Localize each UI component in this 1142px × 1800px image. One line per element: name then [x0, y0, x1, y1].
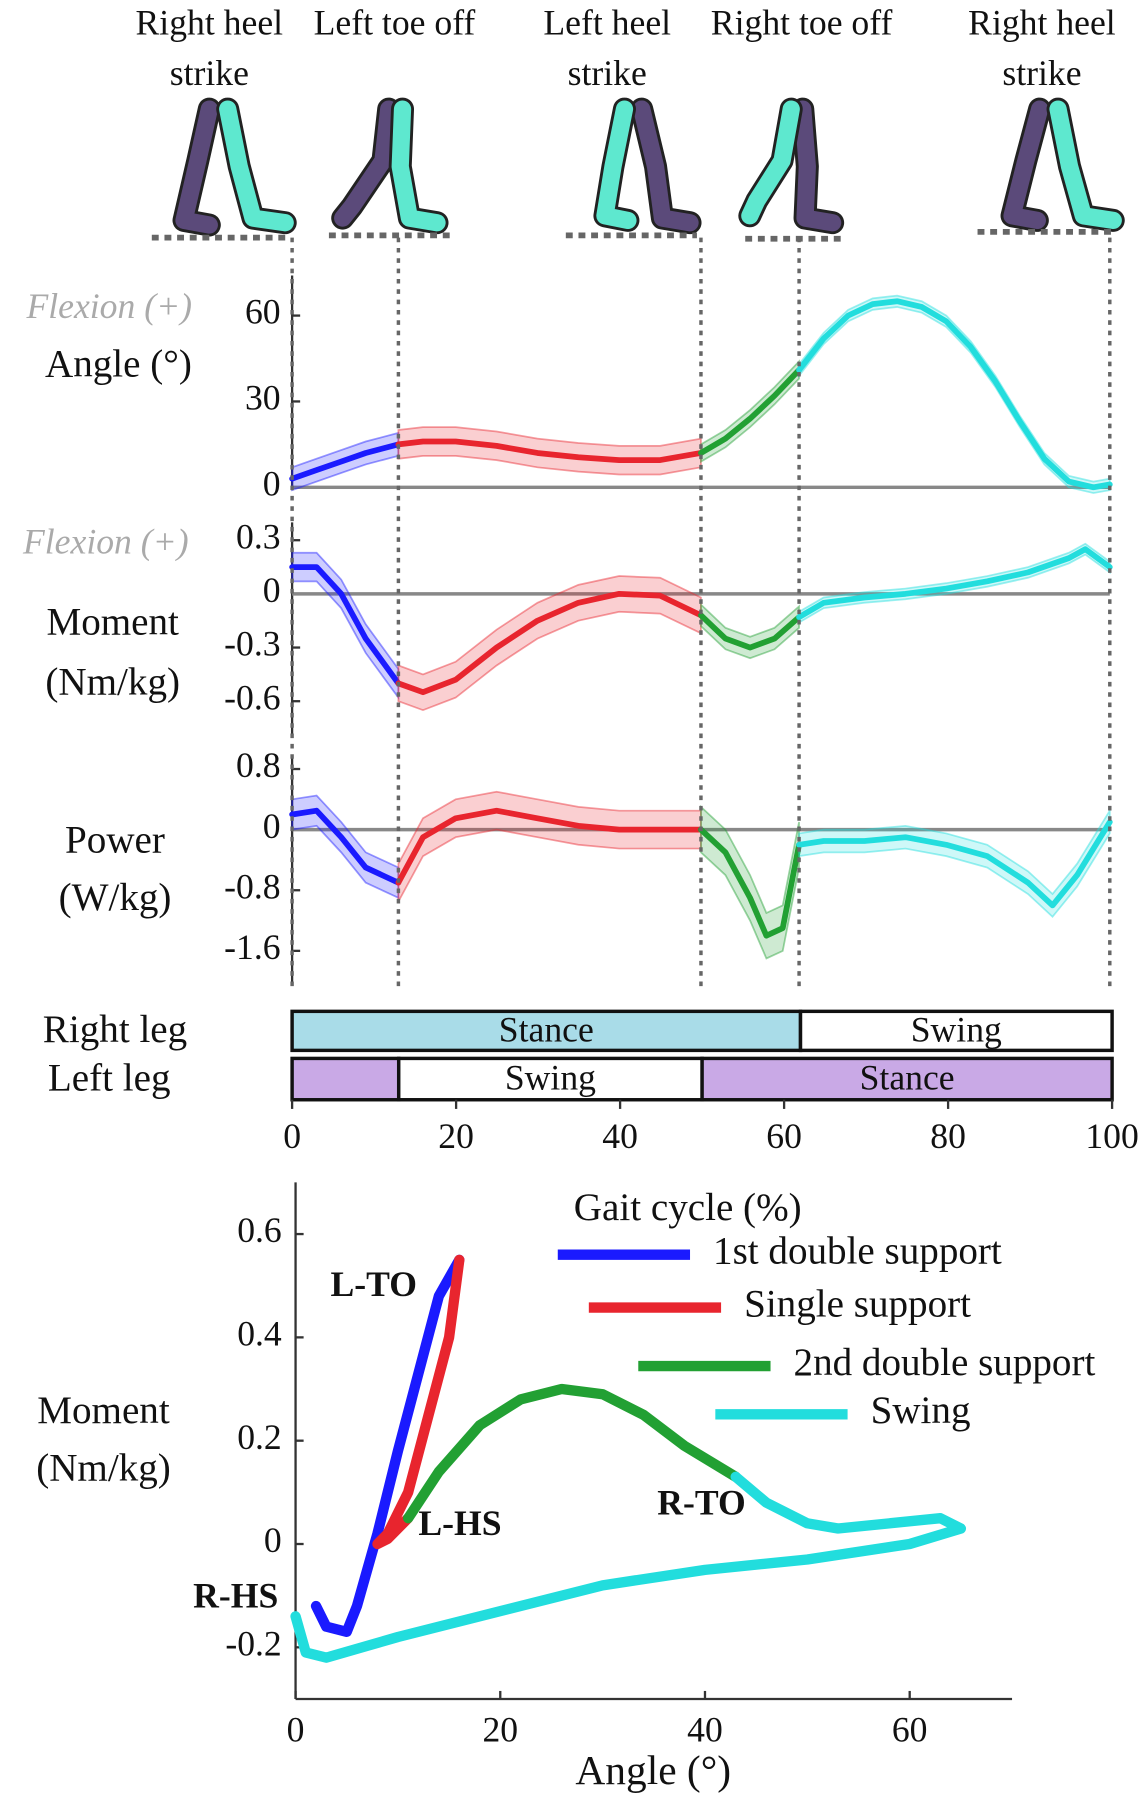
phase-bar [700, 1056, 1114, 1102]
sd-band [798, 294, 1111, 494]
leg-icon [977, 97, 1125, 235]
y-tick-label: 60 [245, 292, 281, 332]
y-tick-label: -0.6 [224, 677, 280, 717]
leg-icon [738, 97, 847, 242]
legend-label: 2nd double support [794, 1341, 1096, 1384]
event-label-box: Left heel strike [543, 2, 672, 93]
y-tick-label: 0.2 [237, 1417, 282, 1457]
mean-line [698, 612, 802, 651]
mean-line [395, 590, 704, 696]
flexion-label: Flexion (+) [22, 521, 189, 561]
event-label: Right heel strike [135, 2, 284, 93]
loop-line [402, 1383, 741, 1524]
leg-icon [565, 97, 702, 239]
sd-band [700, 804, 800, 960]
leg-icons [151, 97, 1125, 242]
event-label: Right heel strike [968, 2, 1116, 93]
legend-label: Swing [871, 1389, 971, 1432]
sd-band [700, 602, 800, 660]
y-tick-label: 0 [264, 1520, 282, 1560]
phase-label: Swing [505, 1058, 596, 1098]
event-label-box: Right heel strike [135, 2, 284, 93]
event-label: Left heel strike [543, 2, 672, 93]
y-axis-label: Angle (°) [45, 342, 192, 385]
phase-bar [396, 1056, 704, 1102]
annotation: L-TO [331, 1264, 418, 1304]
y-axis-label: Moment [46, 601, 179, 644]
legend-label: Single support [744, 1283, 971, 1326]
sd-band [397, 426, 702, 476]
x-tick-label: 60 [892, 1710, 928, 1750]
sd-band [397, 790, 702, 903]
x-tick-label: 80 [930, 1116, 966, 1156]
y-tick-label: -1.6 [224, 927, 280, 967]
y-axis-label: Power [65, 819, 165, 862]
y-tick-label: 0 [263, 570, 281, 610]
mean-line [289, 807, 402, 886]
phase-bar [290, 1056, 401, 1102]
row-label: Left leg [48, 1056, 171, 1099]
loop-line [372, 1254, 465, 1550]
event-label-box: Right toe off [710, 2, 893, 43]
y-tick-label: 0.8 [236, 745, 281, 785]
x-tick-label: 60 [766, 1116, 802, 1156]
x-tick-label: 0 [287, 1710, 305, 1750]
x-tick-label: 20 [482, 1710, 518, 1750]
mean-line [796, 546, 1113, 621]
sd-band [798, 807, 1111, 919]
y-tick-label: 0 [263, 806, 281, 846]
y-axis-label: (Nm/kg) [45, 660, 180, 703]
event-label-box: Left toe off [313, 2, 476, 43]
x-tick-label: 0 [283, 1116, 301, 1156]
flexion-label: Flexion (+) [25, 286, 192, 326]
y-axis-label: (W/kg) [59, 876, 172, 919]
annotation: R-HS [193, 1575, 278, 1615]
y-tick-label: 0.6 [237, 1210, 282, 1250]
x-axis-label: Gait cycle (%) [574, 1186, 802, 1229]
y-axis-label: Moment [37, 1389, 170, 1432]
leg-icon [151, 97, 297, 241]
x-tick-label: 20 [438, 1116, 474, 1156]
phase-label: Stance [499, 1009, 594, 1049]
y-tick-label: 0.4 [237, 1314, 282, 1354]
y-axis-label: (Nm/kg) [36, 1447, 171, 1490]
phase-label: Stance [860, 1058, 955, 1098]
mean-line [698, 826, 802, 939]
event-label: Left toe off [313, 2, 476, 43]
mean-line [395, 438, 704, 463]
annotation: R-TO [657, 1482, 745, 1522]
event-label-box: Right heel strike [968, 2, 1116, 93]
mean-line [796, 819, 1113, 909]
phase-bar [798, 1009, 1114, 1053]
mean-line [395, 807, 704, 886]
y-tick-label: -0.8 [224, 866, 280, 906]
y-tick-label: -0.3 [224, 624, 280, 664]
annotation: L-HS [418, 1503, 501, 1543]
row-label: Right leg [43, 1008, 187, 1051]
mean-line [698, 367, 802, 456]
mean-line [289, 564, 402, 687]
loop-line [310, 1254, 465, 1637]
loop-line [290, 1471, 967, 1663]
sd-band [798, 542, 1111, 625]
mean-line [289, 441, 402, 482]
x-tick-label: 40 [602, 1116, 638, 1156]
x-tick-label: 100 [1085, 1116, 1138, 1156]
leg-icon [328, 97, 451, 239]
x-axis-label: Angle (°) [575, 1747, 731, 1794]
phase-label: Swing [911, 1009, 1002, 1049]
legend-label: 1st double support [713, 1230, 1002, 1273]
y-tick-label: -0.2 [225, 1624, 281, 1664]
y-tick-label: 0 [263, 464, 281, 504]
x-tick-label: 40 [687, 1710, 723, 1750]
y-tick-label: 0.3 [236, 516, 281, 556]
phase-bar [290, 1009, 803, 1053]
mean-line [796, 298, 1113, 491]
event-label: Right toe off [710, 2, 893, 43]
sd-band [291, 551, 400, 701]
y-tick-label: 30 [245, 378, 281, 418]
